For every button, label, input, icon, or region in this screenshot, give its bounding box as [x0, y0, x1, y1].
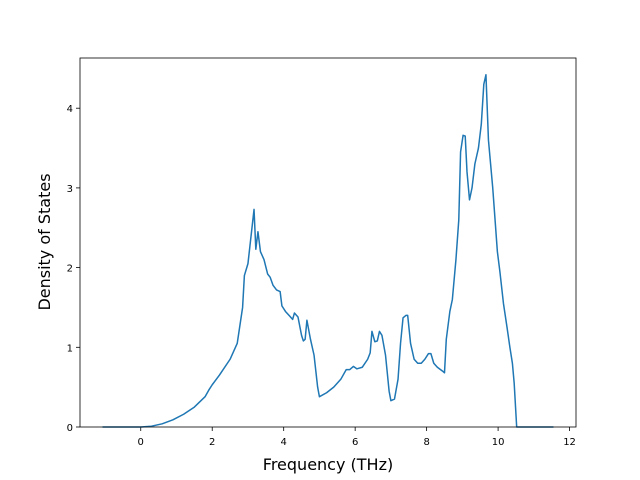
x-tick-label: 2	[209, 437, 215, 448]
y-tick-label: 3	[67, 184, 73, 195]
x-tick-label: 6	[352, 437, 358, 448]
x-axis-label: Frequency (THz)	[263, 455, 393, 474]
y-tick-label: 1	[67, 343, 73, 354]
y-tick-label: 0	[67, 423, 73, 434]
y-tick-label: 2	[67, 264, 73, 275]
y-tick-label: 4	[67, 104, 73, 115]
x-tick-label: 4	[281, 437, 287, 448]
x-tick-label: 8	[423, 437, 429, 448]
y-axis-label: Density of States	[35, 173, 54, 310]
x-tick-label: 0	[138, 437, 144, 448]
plot-frame	[79, 57, 577, 428]
x-tick-label: 12	[563, 437, 576, 448]
line	[102, 73, 554, 428]
x-tick-label: 10	[492, 437, 505, 448]
